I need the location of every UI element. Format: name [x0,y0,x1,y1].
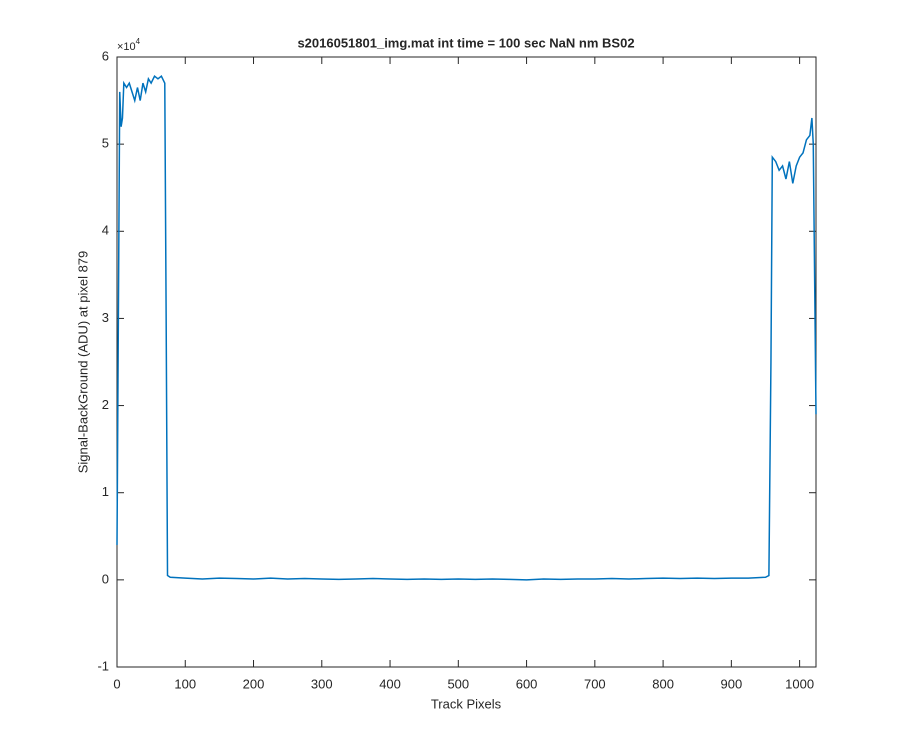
y-tick-label: 3 [102,310,109,325]
y-tick-label: -1 [97,658,109,673]
y-axis-label: Signal-BackGround (ADU) at pixel 879 [75,251,90,474]
x-tick-label: 400 [379,676,401,691]
x-axis-label: Track Pixels [431,696,502,711]
multiplier-base: ×10 [117,41,136,53]
x-tick-label: 800 [652,676,674,691]
x-tick-label: 500 [447,676,469,691]
data-line [116,75,817,581]
x-tick-label: 100 [174,676,196,691]
x-tick-label: 900 [721,676,743,691]
y-tick-label: 0 [102,571,109,586]
x-tick-label: 1000 [785,676,814,691]
x-tick-label: 300 [311,676,333,691]
plot-area [116,56,817,668]
chart-title: s2016051801_img.mat int time = 100 sec N… [297,35,634,50]
x-tick-label: 0 [113,676,120,691]
y-tick-label: 5 [102,136,109,151]
y-tick-label: 1 [102,484,109,499]
multiplier-exponent: 4 [136,37,141,46]
x-tick-label: 200 [243,676,265,691]
y-tick-label: 6 [102,48,109,63]
x-tick-label: 700 [584,676,606,691]
y-tick-label: 2 [102,397,109,412]
y-multiplier: ×104 [117,37,141,53]
y-tick-label: 4 [102,223,109,238]
x-tick-label: 600 [516,676,538,691]
